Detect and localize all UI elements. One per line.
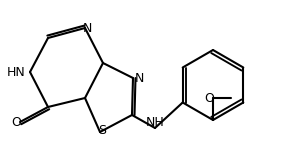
- Text: N: N: [134, 72, 144, 84]
- Text: NH: NH: [146, 116, 164, 128]
- Text: HN: HN: [7, 66, 26, 79]
- Text: N: N: [82, 22, 92, 36]
- Text: O: O: [204, 91, 214, 104]
- Text: S: S: [98, 125, 106, 138]
- Text: O: O: [11, 116, 21, 128]
